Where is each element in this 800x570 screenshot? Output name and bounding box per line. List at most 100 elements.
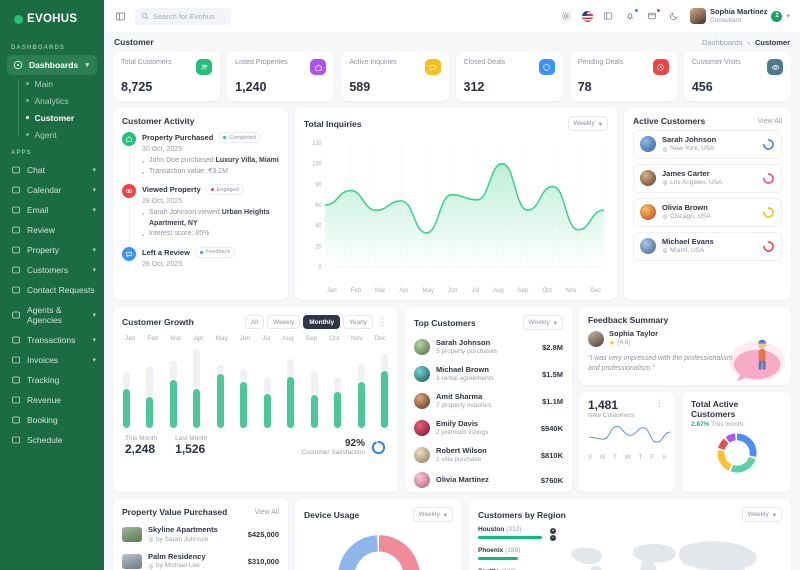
notifications-bell-icon[interactable] [624,8,638,23]
device-period-select[interactable]: Weekly ▾ [412,507,453,523]
list-item[interactable]: Skyline Apartments by Sarah Johnson $425,0… [113,521,288,548]
customer-growth-panel: Customer Growth All Weekly Monthly Yearly ⋮ … [113,307,398,493]
new-customers-value: 1,481 [588,398,619,412]
list-item[interactable]: Michael Brown 3 rental agreements $1.5M [405,361,572,388]
sidebar-item-transactions[interactable]: Transactions ▾ [0,330,104,350]
bar-track [357,364,365,383]
inquiries-chart: 0 20 40 60 80 100 120 Jan Feb Mar Apr May Jun Jul Aug… [295,135,617,300]
chevron-down-icon: ▾ [92,167,96,174]
last-month-stat: Last Month 1,526 [175,435,207,456]
sidebar-item-analytics[interactable]: Analytics [26,92,104,109]
sidebar-item-review[interactable]: Review [0,220,104,240]
sidebar-toggle-icon[interactable] [114,10,127,23]
growth-chart: Jan Feb Mar Apr May Jun Jul Aug Sep Oct Nov Dec Thi… [113,333,398,462]
list-item[interactable]: Sarah Johnson 5 property purchases $2.8M [405,334,572,361]
region-period-select[interactable]: Weekly ▾ [741,507,782,523]
inquiries-period-select[interactable]: Weekly ▾ [567,116,608,131]
location-pin-icon [662,248,668,254]
sidebar-item-tracking[interactable]: Tracking [0,370,104,390]
email-icon [11,205,21,215]
region-legend: Houston (312) Phoenix (189) Seattle (120) [478,526,542,570]
sidebar-item-customers[interactable]: Customers ▾ [0,260,104,280]
sidebar-item-agent[interactable]: Agent [26,126,104,143]
customer-location: Los Angeles, USA [662,179,722,188]
stat-card-pending-deals[interactable]: Pending Deals 78 [569,52,677,101]
segment-weekly[interactable]: Weekly [267,315,301,329]
x-axis-label: Jan [125,335,136,342]
breadcrumb-separator-icon: › [747,37,750,47]
list-item[interactable]: Palm Residency by Michael Lee $310,000 [113,548,288,570]
dark-mode-moon-icon[interactable] [668,10,681,23]
stat-card-active-inquiries[interactable]: Active Inquiries 589 [341,52,449,101]
gear-icon[interactable] [560,10,573,23]
x-axis-label: F [650,455,654,461]
sidebar-item-schedule[interactable]: Schedule [0,430,104,450]
zoom-out-button[interactable]: − [550,535,556,542]
stat-card-total-customers[interactable]: Total Customers 8,725 [113,52,221,101]
more-options-icon[interactable]: ⋮ [655,398,664,408]
list-item[interactable]: James Carter Los Angeles, USA [633,163,782,193]
svg-text:40: 40 [315,224,321,230]
segment-all[interactable]: All [244,315,265,329]
sidebar-item-calendar[interactable]: Calendar ▾ [0,180,104,200]
customers-icon [11,265,21,275]
x-axis-label: May [215,335,228,342]
list-item[interactable]: Michael Evans Miami, USA [633,231,782,261]
sidebar-item-label: Agents & Agencies [27,305,62,325]
messages-icon[interactable] [646,8,660,23]
user-menu[interactable]: Sophia Martinez Consultant 2 ▾ [689,7,790,25]
list-item[interactable]: Emily Davis 2 premium listings $940K [405,415,572,442]
sidebar-item-contact-requests[interactable]: Contact Requests [0,280,104,300]
sidebar-item-customer[interactable]: Customer [26,109,104,126]
sidebar-item-label: Customers [27,265,69,275]
sidebar-item-dashboards[interactable]: Dashboards ▾ [7,55,97,75]
sidebar-item-email[interactable]: Email ▾ [0,200,104,220]
view-all-link[interactable]: View All [254,508,279,516]
apps-grid-icon[interactable] [602,10,615,23]
list-item[interactable]: Olivia Martinez $760K [405,468,572,492]
illustration-icon [729,339,785,382]
stat-card-closed-deals[interactable]: Closed Deals 312 [455,52,563,101]
growth-bars [123,346,388,428]
activity-header: Left a Review Feedback [142,246,279,258]
activity-list: Property Purchased Completed 30 Oct, 2025 J… [113,130,288,286]
bar-value [357,382,365,428]
sidebar-item-agents-agencies[interactable]: Agents & Agencies ▾ [0,300,104,330]
x-axis-label: S [588,455,593,461]
more-options-icon[interactable]: ⋮ [378,316,387,327]
top-customers-period-select[interactable]: Weekly ▾ [522,315,563,330]
x-axis-label: Jan [327,288,337,294]
list-item[interactable]: Amit Sharma 7 property inquiries $1.1M [405,388,572,415]
sidebar-item-revenue[interactable]: Revenue [0,390,104,410]
sidebar-item-chat[interactable]: Chat ▾ [0,160,104,180]
growth-period-segments: All Weekly Monthly Yearly ⋮ [244,315,389,329]
language-flag-icon[interactable] [581,10,593,22]
world-map[interactable]: + − [550,526,782,570]
segment-monthly[interactable]: Monthly [303,315,341,329]
x-axis-label: T [638,455,643,461]
breadcrumb-parent[interactable]: Dashboards [702,37,743,47]
user-badge: 2 [771,10,783,22]
search-input[interactable]: Search for Evohus [135,7,231,25]
this-month-stat: This Month 2,248 [125,435,157,456]
activity-title: Left a Review [142,247,190,257]
chevron-down-icon: ▾ [92,337,96,344]
activity-details: John Doe purchased Luxury Villa, Miami Tr… [142,156,279,177]
list-item[interactable]: Olivia Brown Chicago, USA [633,197,782,227]
brand-logo[interactable]: EVOHUS [0,0,104,38]
sidebar-item-invoices[interactable]: Invoices ▾ [0,350,104,370]
sidebar-item-main[interactable]: Main [26,75,104,92]
sidebar-item-property[interactable]: Property ▾ [0,240,104,260]
segment-yearly[interactable]: Yearly [343,315,373,329]
panel-header: Feedback Summary [579,307,791,329]
list-item[interactable]: Robert Wilson 1 villa purchase $810K [405,442,572,469]
stat-card-customer-visits[interactable]: Customer Visits 456 [683,52,792,101]
sidebar-item-booking[interactable]: Booking [0,410,104,430]
stat-card-listed-properties[interactable]: Listed Properties 1,240 [227,52,335,101]
view-all-link[interactable]: View All [757,117,782,125]
zoom-in-button[interactable]: + [550,528,556,535]
chevron-down-icon[interactable]: ▾ [786,13,790,20]
list-item[interactable]: Sarah Johnson New York, USA [633,130,782,159]
chevron-down-icon: ▾ [92,187,96,194]
stat-header: Active Inquiries [349,59,441,75]
